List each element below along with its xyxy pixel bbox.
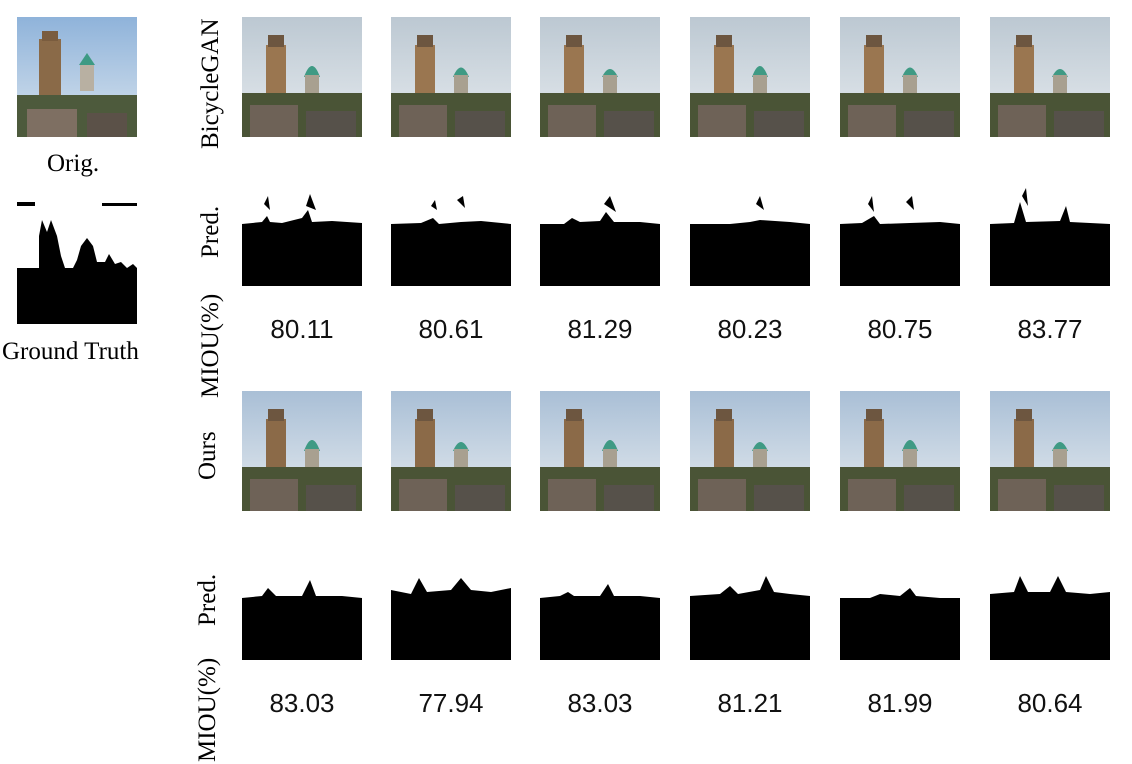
bicyclegan-image-2 <box>391 17 511 137</box>
ours-pred-mask-4 <box>690 540 810 660</box>
bicyclegan-pred-mask-3 <box>540 166 660 286</box>
bicyclegan-image-4 <box>690 17 810 137</box>
orig-caption: Orig. <box>47 150 100 177</box>
ours-miou-score-3: 83.03 <box>567 688 633 718</box>
row-label-pred-bottom: Pred. <box>194 573 221 626</box>
bicyclegan-pred-mask-4 <box>690 166 810 286</box>
ours-pred-mask-2 <box>391 540 511 660</box>
row-label-miou-bottom: MIOU(%) <box>194 657 221 762</box>
ours-pred-mask-1 <box>242 540 362 660</box>
ours-pred-mask-3 <box>540 540 660 660</box>
bicyclegan-miou-score-5: 80.75 <box>867 314 933 344</box>
bicyclegan-pred-mask-2 <box>391 166 511 286</box>
bicyclegan-image-5 <box>840 17 960 137</box>
ours-miou-score-2: 77.94 <box>418 688 484 718</box>
bicyclegan-miou-score-1: 80.11 <box>270 314 334 344</box>
bicyclegan-miou-score-2: 80.61 <box>418 314 484 344</box>
ours-image-5 <box>840 391 960 511</box>
ours-miou-score-6: 80.64 <box>1017 688 1083 718</box>
ground-truth-mask <box>17 196 137 324</box>
bicyclegan-image-6 <box>990 17 1110 137</box>
row-label-ours: Ours <box>194 431 221 480</box>
ours-miou-score-5: 81.99 <box>867 688 933 718</box>
bicyclegan-miou-score-3: 81.29 <box>567 314 633 344</box>
bicyclegan-pred-mask-6 <box>990 166 1110 286</box>
ours-miou-score-1: 83.03 <box>269 688 335 718</box>
row-label-miou-top: MIOU(%) <box>197 293 224 398</box>
row-label-bicyclegan: BicycleGAN <box>197 18 224 149</box>
row-label-pred-top: Pred. <box>197 205 224 258</box>
ours-pred-mask-6 <box>990 540 1110 660</box>
bicyclegan-pred-mask-1 <box>242 166 362 286</box>
bicyclegan-image-3 <box>540 17 660 137</box>
ours-pred-mask-5 <box>840 540 960 660</box>
ours-image-6 <box>990 391 1110 511</box>
bicyclegan-miou-score-6: 83.77 <box>1017 314 1083 344</box>
ours-image-2 <box>391 391 511 511</box>
bicyclegan-miou-score-4: 80.23 <box>717 314 783 344</box>
ground-truth-caption: Ground Truth <box>2 338 139 365</box>
original-photo <box>17 17 137 137</box>
bicyclegan-pred-mask-5 <box>840 166 960 286</box>
bicyclegan-image-1 <box>242 17 362 137</box>
ours-miou-score-4: 81.21 <box>717 688 783 718</box>
ours-image-1 <box>242 391 362 511</box>
ours-image-3 <box>540 391 660 511</box>
ours-image-4 <box>690 391 810 511</box>
